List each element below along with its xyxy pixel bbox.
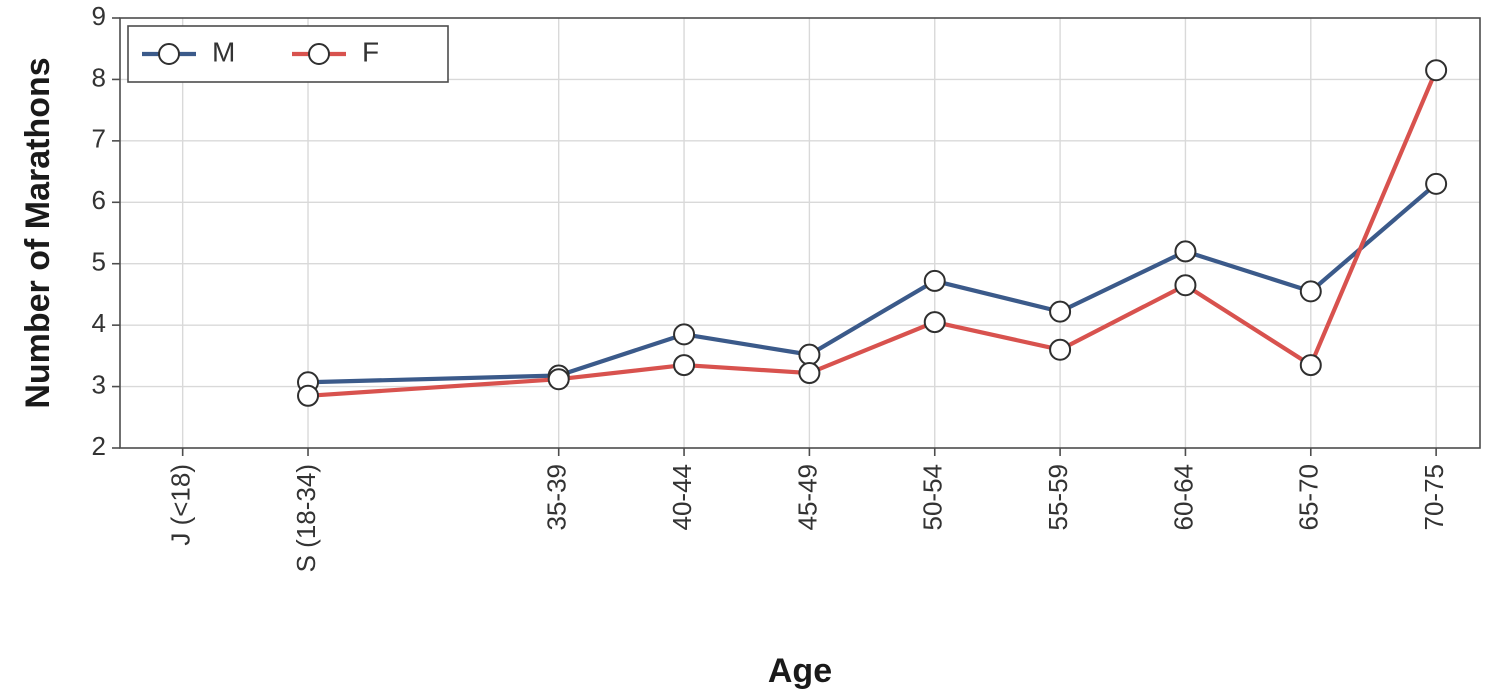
x-tick-label: 70-75 xyxy=(1419,464,1449,531)
series-marker-f xyxy=(1175,275,1195,295)
legend: MF xyxy=(128,26,448,82)
series-marker-f xyxy=(925,312,945,332)
series-marker-f xyxy=(298,386,318,406)
y-tick-label: 5 xyxy=(92,247,106,277)
x-tick-label: J (<18) xyxy=(166,464,196,546)
x-tick-label: 45-49 xyxy=(792,464,822,531)
series-marker-m xyxy=(674,324,694,344)
series-marker-m xyxy=(925,271,945,291)
y-tick-label: 4 xyxy=(92,308,106,338)
series-marker-f xyxy=(799,363,819,383)
series-marker-f xyxy=(1426,60,1446,80)
x-tick-label: 55-59 xyxy=(1043,464,1073,531)
x-tick-label: 50-54 xyxy=(918,464,948,531)
y-tick-label: 3 xyxy=(92,369,106,399)
series-marker-f xyxy=(674,355,694,375)
x-tick-label: 40-44 xyxy=(667,464,697,531)
x-tick-label: S (18-34) xyxy=(291,464,321,572)
x-tick-label: 35-39 xyxy=(542,464,572,531)
series-marker-m xyxy=(1050,302,1070,322)
series-marker-m xyxy=(1426,174,1446,194)
legend-label: F xyxy=(362,36,379,67)
y-axis-label: Number of Marathons xyxy=(19,57,57,408)
series-marker-f xyxy=(549,369,569,389)
x-tick-label: 65-70 xyxy=(1294,464,1324,531)
series-marker-f xyxy=(1301,355,1321,375)
series-marker-m xyxy=(1175,241,1195,261)
y-tick-label: 7 xyxy=(92,124,106,154)
legend-label: M xyxy=(212,36,235,67)
series-marker-m xyxy=(799,345,819,365)
y-tick-label: 9 xyxy=(92,1,106,31)
y-tick-label: 2 xyxy=(92,431,106,461)
series-marker-m xyxy=(1301,281,1321,301)
x-tick-label: 60-64 xyxy=(1168,464,1198,531)
x-axis-label: Age xyxy=(768,652,832,690)
legend-swatch-marker xyxy=(309,44,329,64)
y-tick-label: 6 xyxy=(92,185,106,215)
y-tick-label: 8 xyxy=(92,62,106,92)
legend-swatch-marker xyxy=(159,44,179,64)
series-marker-f xyxy=(1050,340,1070,360)
